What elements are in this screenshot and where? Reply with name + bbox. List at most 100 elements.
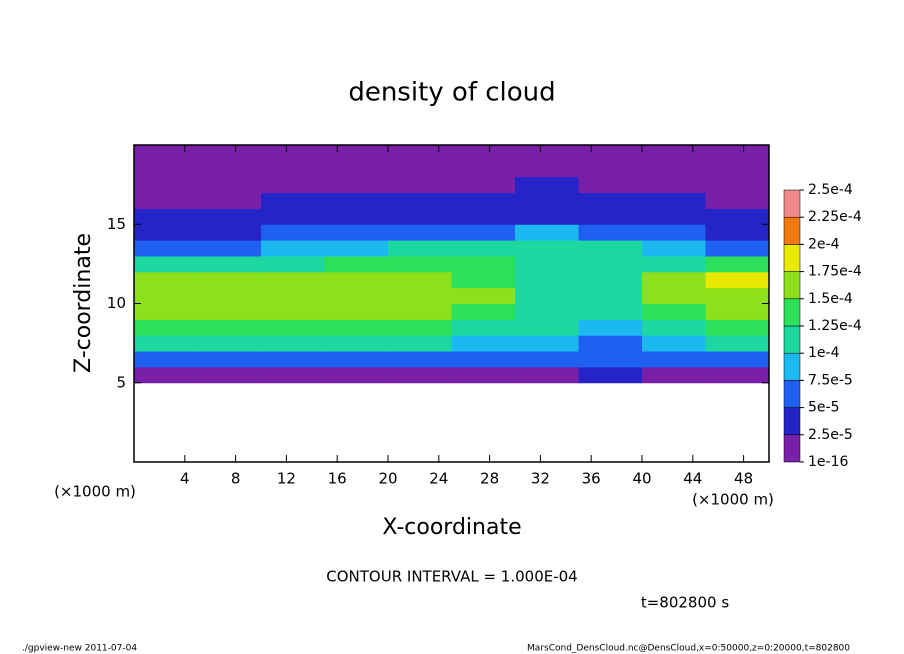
colorbar-swatch	[783, 434, 801, 463]
x-tick-label: 12	[277, 470, 296, 488]
heatmap-cell	[515, 255, 579, 273]
heatmap-cell	[705, 192, 770, 209]
heatmap-cell	[515, 192, 579, 209]
heatmap-cell	[388, 366, 452, 384]
heatmap-cell	[705, 335, 770, 352]
heatmap-cell	[451, 240, 516, 257]
heatmap-cell	[451, 319, 516, 336]
heatmap-cell	[705, 255, 770, 273]
heatmap-cell	[197, 303, 262, 320]
heatmap-cell	[388, 255, 452, 273]
heatmap-cell	[197, 208, 262, 225]
heatmap-cell	[388, 287, 452, 304]
heatmap-cell	[324, 255, 389, 273]
colorbar-tick-label: 2.5e-5	[808, 427, 853, 443]
heatmap-cell	[642, 160, 706, 178]
x-tick-label: 16	[328, 470, 347, 488]
heatmap-cell	[324, 192, 389, 209]
x-tick-label: 24	[429, 470, 448, 488]
heatmap-cell	[578, 240, 643, 257]
heatmap-cell	[324, 176, 389, 194]
heatmap-cell	[451, 366, 516, 384]
heatmap-cell	[388, 145, 452, 162]
heatmap-cell	[705, 240, 770, 257]
heatmap-cell	[705, 287, 770, 304]
heatmap-cell	[451, 160, 516, 178]
heatmap-cell	[515, 160, 579, 178]
heatmap-cell	[261, 160, 325, 178]
heatmap-cell	[388, 319, 452, 336]
heatmap-cell	[388, 160, 452, 178]
footer-left: ./gpview-new 2011-07-04	[22, 644, 137, 654]
colorbar-swatch	[783, 380, 801, 408]
heatmap-cell	[197, 319, 262, 336]
colorbar-tick-label: 2.25e-4	[808, 209, 862, 225]
heatmap-cell	[705, 176, 770, 194]
heatmap-cell	[705, 208, 770, 225]
x-tick-label: 8	[231, 470, 241, 488]
heatmap-cell	[324, 145, 389, 162]
heatmap-cell	[388, 240, 452, 257]
heatmap-cell	[451, 224, 516, 241]
heatmap-cell	[642, 351, 706, 368]
colorbar-swatch	[783, 352, 801, 381]
heatmap-cell	[705, 145, 770, 162]
heatmap-cell	[515, 351, 579, 368]
x-tick-label: 44	[683, 470, 702, 488]
heatmap-cell	[134, 192, 198, 209]
heatmap-cell	[515, 287, 579, 304]
heatmap-cell	[324, 366, 389, 384]
heatmap-cell	[197, 145, 262, 162]
colorbar-swatch	[783, 325, 801, 354]
heatmap-cell	[642, 255, 706, 273]
heatmap-cell	[515, 176, 579, 194]
x-tick-label: 32	[531, 470, 550, 488]
colorbar-swatch	[783, 407, 801, 436]
x-unit-label: (×1000 m)	[692, 491, 774, 509]
colorbar-tick-label: 1e-4	[808, 345, 840, 361]
heatmap-cell	[388, 208, 452, 225]
heatmap-cell	[261, 145, 325, 162]
colorbar-tick-label: 1.5e-4	[808, 291, 853, 307]
heatmap-cell	[324, 303, 389, 320]
heatmap-cell	[642, 271, 706, 289]
colorbar-swatch	[783, 189, 801, 218]
heatmap-cell	[261, 255, 325, 273]
heatmap-cell	[578, 224, 643, 241]
heatmap-cell	[515, 208, 579, 225]
heatmap-cell	[515, 366, 579, 384]
heatmap-cell	[197, 271, 262, 289]
heatmap-cell	[134, 287, 198, 304]
x-tick-label: 4	[180, 470, 190, 488]
chart-title: density of cloud	[348, 78, 555, 108]
x-tick-label: 48	[734, 470, 753, 488]
heatmap-cell	[134, 303, 198, 320]
heatmap-cell	[324, 335, 389, 352]
y-unit-label: (×1000 m)	[54, 483, 136, 501]
heatmap-cell	[705, 160, 770, 178]
heatmap-cell	[324, 160, 389, 178]
heatmap-cell	[261, 351, 325, 368]
heatmap-cell	[324, 208, 389, 225]
heatmap-cell	[451, 303, 516, 320]
colorbar-tick-label: 7.5e-5	[808, 372, 853, 388]
heatmap-cell	[197, 366, 262, 384]
heatmap-cell	[705, 224, 770, 241]
heatmap-cell	[388, 271, 452, 289]
footer-right: MarsCond_DensCloud.nc@DensCloud,x=0:5000…	[527, 644, 850, 654]
heatmap-cell	[134, 351, 198, 368]
colorbar-tick-label: 2e-4	[808, 236, 840, 252]
heatmap-cell	[451, 271, 516, 289]
y-tick-label: 15	[107, 215, 126, 233]
heatmap-cell	[451, 335, 516, 352]
heatmap-cell	[705, 351, 770, 368]
heatmap-cell	[578, 192, 643, 209]
heatmap-cell	[642, 240, 706, 257]
contour-interval: CONTOUR INTERVAL = 1.000E-04	[326, 568, 577, 586]
heatmap-cell	[324, 351, 389, 368]
heatmap-cell	[515, 224, 579, 241]
heatmap-cell	[451, 287, 516, 304]
heatmap-cell	[578, 287, 643, 304]
heatmap-cell	[134, 335, 198, 352]
heatmap-cell	[388, 192, 452, 209]
